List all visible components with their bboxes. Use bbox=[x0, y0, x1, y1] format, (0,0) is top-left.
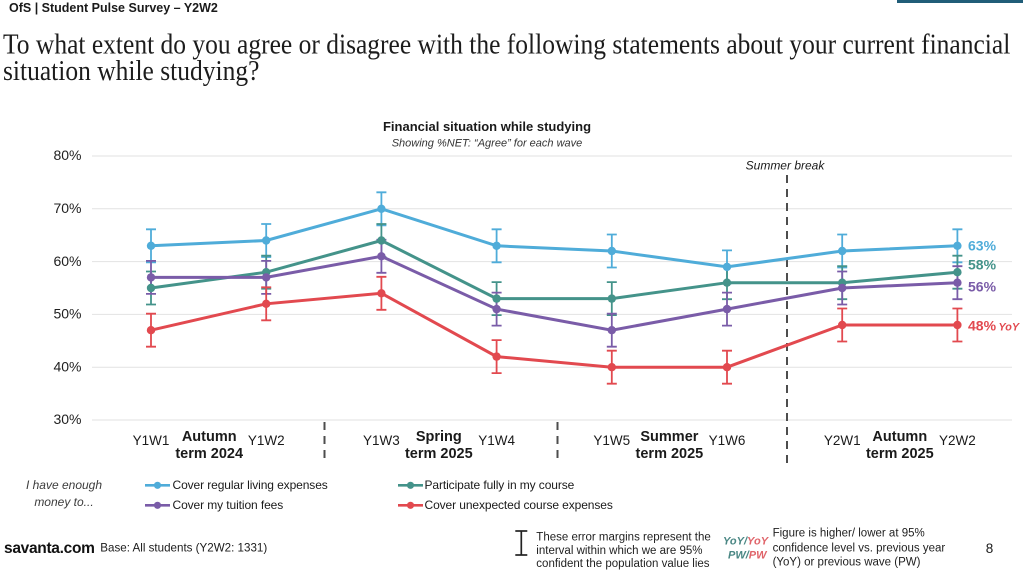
svg-text:Y1W6: Y1W6 bbox=[709, 433, 746, 448]
svg-text:Y2W2: Y2W2 bbox=[939, 433, 976, 448]
svg-text:30%: 30% bbox=[53, 411, 81, 427]
svg-text:Figure is higher/ lower at 95%: Figure is higher/ lower at 95% bbox=[773, 528, 925, 540]
svg-text:Summer: Summer bbox=[640, 429, 698, 445]
svg-text:Autumn: Autumn bbox=[872, 429, 927, 445]
svg-text:48%: 48% bbox=[968, 318, 997, 334]
svg-text:term 2025: term 2025 bbox=[405, 446, 473, 462]
svg-text:40%: 40% bbox=[53, 358, 81, 374]
svg-text:Y1W1: Y1W1 bbox=[133, 433, 170, 448]
svg-text:70%: 70% bbox=[53, 200, 81, 216]
svg-text:Cover my tuition fees: Cover my tuition fees bbox=[173, 498, 284, 512]
svg-text:savanta.com: savanta.com bbox=[4, 540, 95, 557]
svg-text:confidence level vs. previous: confidence level vs. previous year bbox=[773, 543, 946, 555]
svg-text:Showing %NET: “Agree” for each: Showing %NET: “Agree” for each wave bbox=[392, 138, 583, 150]
svg-text:confident the population value: confident the population value lies bbox=[536, 558, 710, 570]
svg-text:63%: 63% bbox=[968, 238, 997, 254]
svg-text:56%: 56% bbox=[968, 279, 997, 295]
svg-text:YoY: YoY bbox=[999, 322, 1021, 334]
svg-text:Y1W5: Y1W5 bbox=[593, 433, 630, 448]
svg-text:Cover regular living expenses: Cover regular living expenses bbox=[173, 478, 328, 492]
svg-text:Y1W3: Y1W3 bbox=[363, 433, 400, 448]
svg-text:Cover unexpected course expens: Cover unexpected course expenses bbox=[425, 498, 613, 512]
svg-text:term 2025: term 2025 bbox=[636, 446, 704, 462]
svg-text:Y1W2: Y1W2 bbox=[248, 433, 285, 448]
svg-text:PW/PW: PW/PW bbox=[728, 550, 768, 562]
svg-text:Summer break: Summer break bbox=[746, 159, 826, 173]
svg-text:Base: All students (Y2W2: 1331: Base: All students (Y2W2: 1331) bbox=[100, 542, 267, 555]
svg-text:These error margins represent: These error margins represent the bbox=[536, 532, 711, 544]
svg-text:term 2025: term 2025 bbox=[866, 446, 934, 462]
svg-text:50%: 50% bbox=[53, 306, 81, 322]
svg-text:80%: 80% bbox=[53, 147, 81, 163]
svg-text:money to...: money to... bbox=[34, 495, 93, 509]
svg-text:60%: 60% bbox=[53, 253, 81, 269]
svg-text:Spring: Spring bbox=[416, 429, 462, 445]
svg-text:interval within which we are 9: interval within which we are 95% bbox=[536, 545, 702, 557]
svg-text:58%: 58% bbox=[968, 257, 997, 273]
svg-text:term 2024: term 2024 bbox=[175, 446, 243, 462]
svg-text:Participate fully in my course: Participate fully in my course bbox=[425, 478, 575, 492]
svg-text:(YoY) or previous wave (PW): (YoY) or previous wave (PW) bbox=[773, 557, 921, 569]
svg-text:YoY/YoY: YoY/YoY bbox=[723, 536, 770, 548]
svg-text:I have enough: I have enough bbox=[26, 478, 102, 492]
svg-text:Y1W4: Y1W4 bbox=[478, 433, 515, 448]
svg-text:Y2W1: Y2W1 bbox=[824, 433, 861, 448]
svg-text:8: 8 bbox=[986, 541, 994, 556]
svg-text:Financial situation while stud: Financial situation while studying bbox=[383, 119, 591, 134]
svg-text:Autumn: Autumn bbox=[182, 429, 237, 445]
